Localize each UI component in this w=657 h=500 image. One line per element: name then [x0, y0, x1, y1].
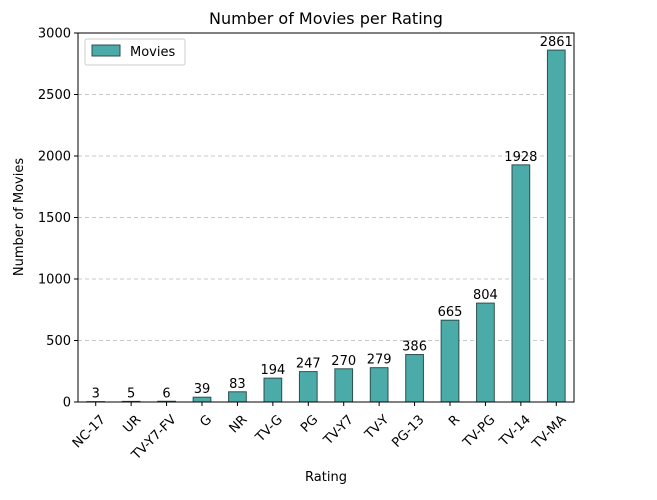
legend-swatch — [91, 44, 121, 57]
data-label: 247 — [296, 357, 321, 372]
legend: Movies — [84, 38, 186, 66]
data-label: 194 — [260, 363, 285, 378]
y-axis: 0 500 1000 1500 2000 2500 3000 — [38, 27, 78, 411]
data-label: 6 — [162, 386, 170, 401]
y-tick-label: 2000 — [38, 150, 71, 165]
y-tick-label: 0 — [63, 396, 71, 411]
x-tick-label: UR — [120, 412, 144, 436]
x-tick-label: G — [197, 412, 215, 430]
chart-title: Number of Movies per Rating — [209, 9, 443, 28]
x-tick-label: TV-Y — [362, 412, 393, 443]
bar-pg-13 — [405, 354, 424, 403]
bar-tv-ma — [546, 49, 566, 403]
data-label: 5 — [127, 386, 135, 401]
bar-r — [440, 319, 460, 403]
x-axis-label: Rating — [305, 470, 347, 485]
legend-label: Movies — [130, 45, 175, 60]
bar-nr — [228, 391, 247, 403]
data-label: 39 — [194, 382, 211, 397]
data-labels: 3 5 6 39 83 194 247 270 279 386 665 804 1928 2861 — [92, 35, 573, 402]
data-label: 804 — [473, 288, 498, 303]
data-label: 1928 — [504, 150, 537, 165]
bar-pg — [298, 371, 318, 403]
bars — [86, 49, 566, 403]
y-tick-label: 2500 — [38, 88, 71, 103]
x-tick-label: PG — [298, 412, 321, 435]
x-tick-label: R — [446, 412, 463, 429]
y-axis-label: Number of Movies — [12, 158, 27, 276]
y-tick-label: 500 — [46, 334, 71, 349]
data-label: 279 — [367, 353, 392, 368]
x-tick-label: TV-14 — [496, 412, 534, 450]
x-tick-label: NC-17 — [70, 412, 109, 451]
bar-tv-14 — [511, 164, 531, 403]
data-label: 3 — [92, 387, 100, 402]
x-tick-label: TV-Y7 — [320, 412, 356, 448]
x-tick-label: PG-13 — [389, 412, 427, 450]
x-tick-label: TV-G — [252, 412, 285, 445]
bar-tv-pg — [476, 302, 495, 403]
x-tick-label: TV-MA — [529, 412, 569, 452]
bar-g — [192, 396, 212, 403]
y-tick-label: 1000 — [38, 273, 71, 288]
x-tick-label: NR — [227, 412, 251, 436]
x-tick-label: TV-PG — [460, 412, 499, 451]
y-tick-label: 1500 — [38, 211, 71, 226]
data-label: 665 — [438, 305, 463, 320]
bar-tv-g — [263, 377, 283, 403]
bar-tv-y — [369, 367, 389, 403]
data-label: 270 — [331, 354, 356, 369]
data-label: 83 — [229, 377, 246, 392]
data-label: 2861 — [540, 35, 573, 50]
data-label: 386 — [402, 340, 427, 355]
grid-lines — [78, 32, 574, 341]
y-tick-label: 3000 — [38, 27, 71, 42]
bar-tv-y7 — [334, 368, 354, 403]
